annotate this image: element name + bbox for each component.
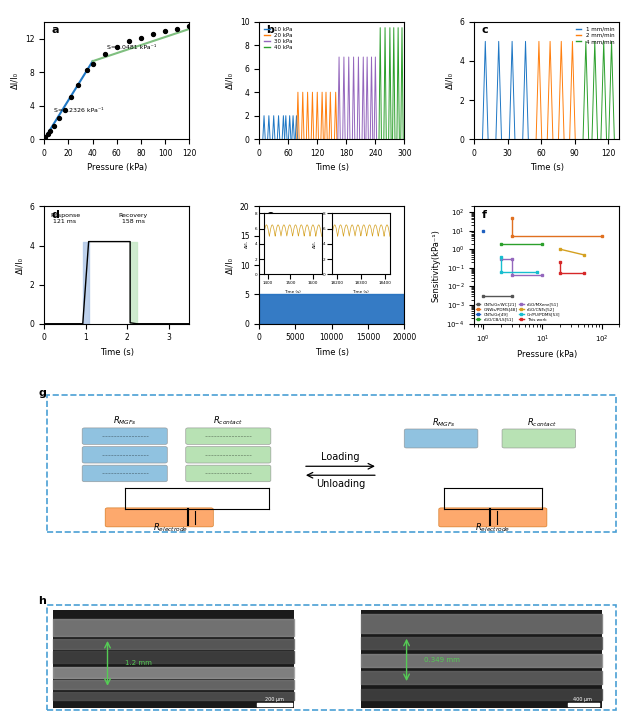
Text: d: d — [51, 210, 59, 220]
Text: f: f — [482, 210, 487, 220]
FancyBboxPatch shape — [105, 508, 214, 527]
CNTs/Gr/WC[21] — [507, 292, 515, 300]
GNWs/PDMS[48] — [598, 232, 605, 241]
Bar — [53, 609, 295, 707]
Y-axis label: ΔI/I₀: ΔI/I₀ — [225, 72, 234, 89]
Point — [185, 20, 195, 32]
X-axis label: Pressure (kPa): Pressure (kPa) — [87, 164, 147, 172]
Line: rGO/MXene[51]: rGO/MXene[51] — [500, 257, 544, 277]
FancyBboxPatch shape — [439, 508, 547, 527]
This work — [580, 269, 588, 278]
Bar — [47, 605, 616, 710]
Legend: 10 kPa, 20 kPa, 30 kPa, 40 kPa: 10 kPa, 20 kPa, 30 kPa, 40 kPa — [262, 25, 295, 52]
Text: 1.2 mm: 1.2 mm — [125, 660, 152, 667]
Line: rGO/CB/LS[51]: rGO/CB/LS[51] — [500, 242, 544, 245]
Text: Response
121 ms: Response 121 ms — [50, 213, 80, 224]
Point — [136, 32, 146, 44]
X-axis label: Time (s): Time (s) — [530, 164, 564, 172]
Point — [46, 125, 56, 137]
Text: 0.349 mm: 0.349 mm — [424, 657, 459, 663]
Text: h: h — [39, 596, 46, 606]
GNWs/PDMS[48] — [507, 232, 515, 241]
Text: $R_{electrode}$: $R_{electrode}$ — [475, 521, 511, 534]
Text: b: b — [267, 25, 274, 36]
FancyBboxPatch shape — [186, 446, 271, 463]
Gr/PU/PDMS[53] — [497, 268, 505, 276]
Point — [43, 128, 53, 140]
Text: S=0.0481 kPa⁻¹: S=0.0481 kPa⁻¹ — [107, 44, 157, 49]
Legend: CNTs/Gr/WC[21], GNWs/PDMS[48], CNTs/Gr[49], rGO/CB/LS[51], rGO/MXene[51], rGO/CN: CNTs/Gr/WC[21], GNWs/PDMS[48], CNTs/Gr[4… — [476, 302, 561, 321]
Gr/PU/PDMS[53] — [497, 252, 505, 261]
Legend: 1 mm/min, 2 mm/min, 4 mm/min: 1 mm/min, 2 mm/min, 4 mm/min — [573, 25, 617, 47]
Y-axis label: ΔI/I₀: ΔI/I₀ — [225, 257, 234, 273]
CNTs/Gr/WC[21] — [480, 292, 487, 300]
Line: CNTs/Gr/WC[21]: CNTs/Gr/WC[21] — [482, 295, 513, 297]
Text: 200 μm: 200 μm — [265, 697, 284, 702]
Bar — [47, 395, 616, 531]
Point — [173, 23, 183, 34]
FancyBboxPatch shape — [82, 465, 167, 482]
X-axis label: Time (s): Time (s) — [315, 348, 349, 357]
X-axis label: Time (s): Time (s) — [315, 164, 349, 172]
Text: Loading: Loading — [321, 452, 360, 462]
rGO/MXene[51] — [497, 254, 505, 263]
Point — [148, 28, 158, 40]
Point — [73, 79, 83, 90]
FancyBboxPatch shape — [186, 428, 271, 444]
FancyBboxPatch shape — [404, 429, 478, 448]
Line: This work: This work — [559, 261, 585, 275]
Line: Gr/PU/PDMS[53]: Gr/PU/PDMS[53] — [500, 255, 538, 273]
Y-axis label: ΔI/I₀: ΔI/I₀ — [11, 72, 20, 89]
Text: Unloading: Unloading — [316, 479, 365, 489]
rGO/CB/LS[51] — [497, 239, 505, 248]
FancyBboxPatch shape — [186, 465, 271, 482]
Point — [40, 132, 51, 143]
Point — [160, 25, 170, 37]
Bar — [360, 609, 602, 707]
rGO/MXene[51] — [507, 254, 515, 263]
Text: 400 μm: 400 μm — [573, 697, 592, 702]
Text: g: g — [39, 388, 46, 398]
rGO/MXene[51] — [538, 271, 546, 280]
Y-axis label: Sensitivity(kPa⁻¹): Sensitivity(kPa⁻¹) — [432, 228, 441, 302]
This work — [556, 269, 564, 278]
Text: $R_{MGFs}$: $R_{MGFs}$ — [432, 416, 456, 428]
Text: $R_{electrode}$: $R_{electrode}$ — [153, 521, 188, 534]
X-axis label: Time (s): Time (s) — [100, 348, 134, 357]
Point — [66, 92, 76, 103]
Text: e: e — [267, 210, 274, 220]
rGO/CNTs[52] — [580, 251, 588, 260]
Gr/PU/PDMS[53] — [533, 268, 540, 276]
Text: a: a — [51, 25, 59, 36]
FancyBboxPatch shape — [502, 429, 576, 448]
Text: c: c — [482, 25, 488, 36]
Text: $R_{contact}$: $R_{contact}$ — [214, 414, 243, 427]
Text: S=0.2326 kPa⁻¹: S=0.2326 kPa⁻¹ — [54, 108, 104, 113]
Text: Recovery
158 ms: Recovery 158 ms — [119, 213, 148, 224]
Point — [124, 36, 134, 47]
rGO/CB/LS[51] — [538, 239, 546, 248]
Text: $R_{MGFs}$: $R_{MGFs}$ — [113, 414, 137, 427]
Point — [49, 120, 59, 132]
Point — [82, 65, 92, 76]
Point — [88, 58, 98, 70]
FancyBboxPatch shape — [82, 428, 167, 444]
Point — [60, 104, 70, 116]
GNWs/PDMS[48] — [507, 213, 515, 222]
Line: rGO/CNTs[52]: rGO/CNTs[52] — [559, 248, 585, 256]
Point — [112, 41, 122, 53]
Text: $R_{contact}$: $R_{contact}$ — [526, 416, 557, 428]
Point — [54, 113, 64, 124]
This work — [556, 258, 564, 267]
Line: GNWs/PDMS[48]: GNWs/PDMS[48] — [510, 216, 603, 238]
rGO/MXene[51] — [507, 271, 515, 280]
Point — [100, 48, 110, 60]
Y-axis label: ΔI/I₀: ΔI/I₀ — [445, 72, 454, 89]
X-axis label: Pressure (kPa): Pressure (kPa) — [516, 350, 577, 359]
FancyBboxPatch shape — [82, 446, 167, 463]
Y-axis label: ΔI/I₀: ΔI/I₀ — [15, 257, 24, 273]
rGO/CNTs[52] — [556, 245, 564, 254]
